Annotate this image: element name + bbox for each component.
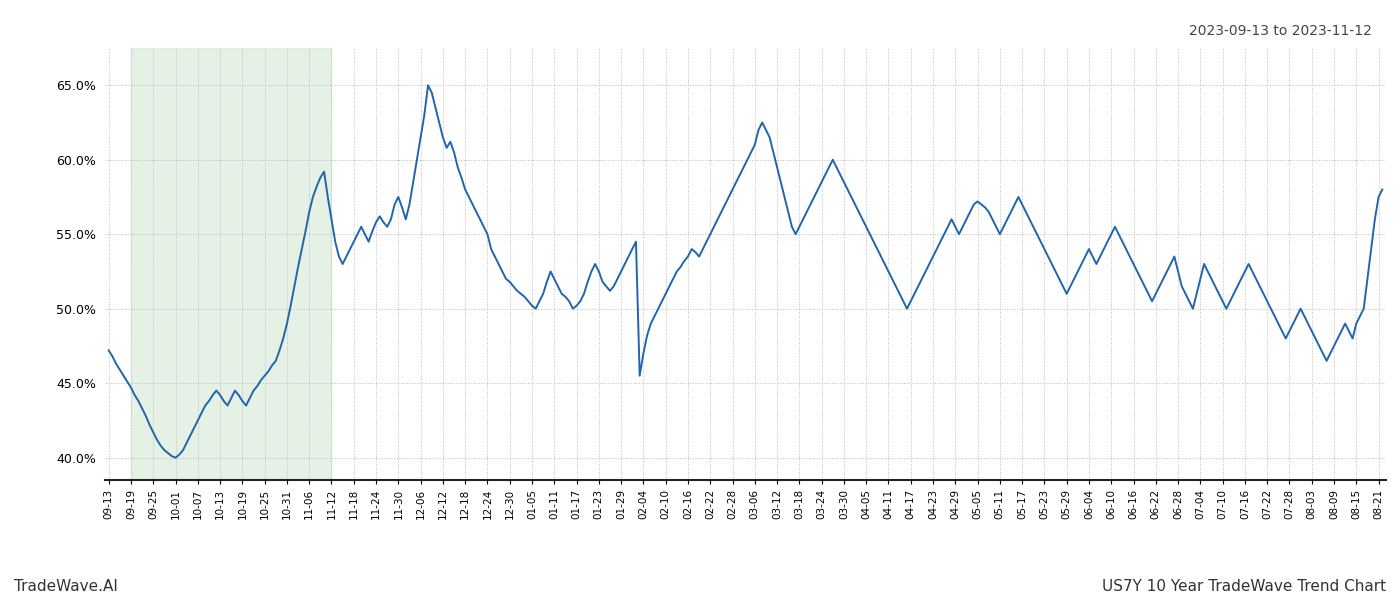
Text: TradeWave.AI: TradeWave.AI — [14, 579, 118, 594]
Bar — [132, 48, 332, 480]
Text: US7Y 10 Year TradeWave Trend Chart: US7Y 10 Year TradeWave Trend Chart — [1102, 579, 1386, 594]
Text: 2023-09-13 to 2023-11-12: 2023-09-13 to 2023-11-12 — [1189, 24, 1372, 38]
